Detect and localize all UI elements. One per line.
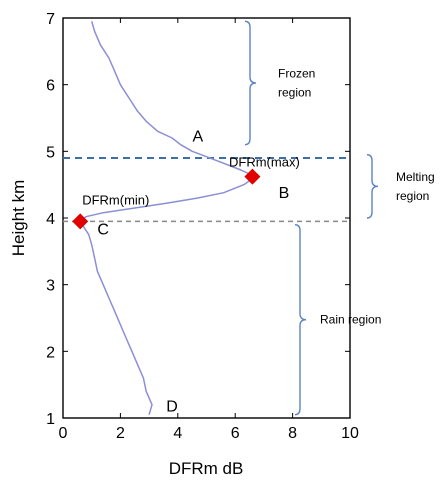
x-tick-label: 4 <box>173 425 182 442</box>
y-tick-label: 1 <box>46 411 55 428</box>
region-label: region <box>396 189 429 203</box>
region-label: Melting <box>396 170 435 184</box>
y-tick-label: 6 <box>46 78 55 95</box>
marker-diamond <box>72 213 89 230</box>
x-tick-label: 8 <box>288 425 297 442</box>
x-tick-label: 0 <box>59 425 68 442</box>
region-brace <box>294 223 307 416</box>
point-label: B <box>279 185 290 202</box>
point-label: D <box>166 398 178 415</box>
marker-label: DFRm(max) <box>229 155 300 170</box>
x-tick-label: 2 <box>116 425 125 442</box>
y-tick-label: 3 <box>46 278 55 295</box>
y-tick-label: 7 <box>46 11 55 28</box>
y-tick-label: 4 <box>46 211 55 228</box>
x-tick-label: 10 <box>341 425 359 442</box>
region-brace <box>244 20 257 146</box>
marker-label: DFRm(min) <box>82 192 149 207</box>
region-label: Frozen <box>278 67 315 81</box>
x-tick-label: 6 <box>231 425 240 442</box>
region-brace <box>366 153 379 219</box>
y-tick-label: 5 <box>46 144 55 161</box>
marker-diamond <box>244 168 261 185</box>
point-label: C <box>97 222 109 239</box>
y-tick-label: 2 <box>46 344 55 361</box>
region-label: Rain region <box>320 313 381 327</box>
point-label: A <box>193 128 204 145</box>
region-label: region <box>278 86 311 100</box>
series-line <box>79 21 257 415</box>
y-axis-label: Height km <box>9 180 28 257</box>
x-axis-label: DFRm dB <box>169 459 244 478</box>
